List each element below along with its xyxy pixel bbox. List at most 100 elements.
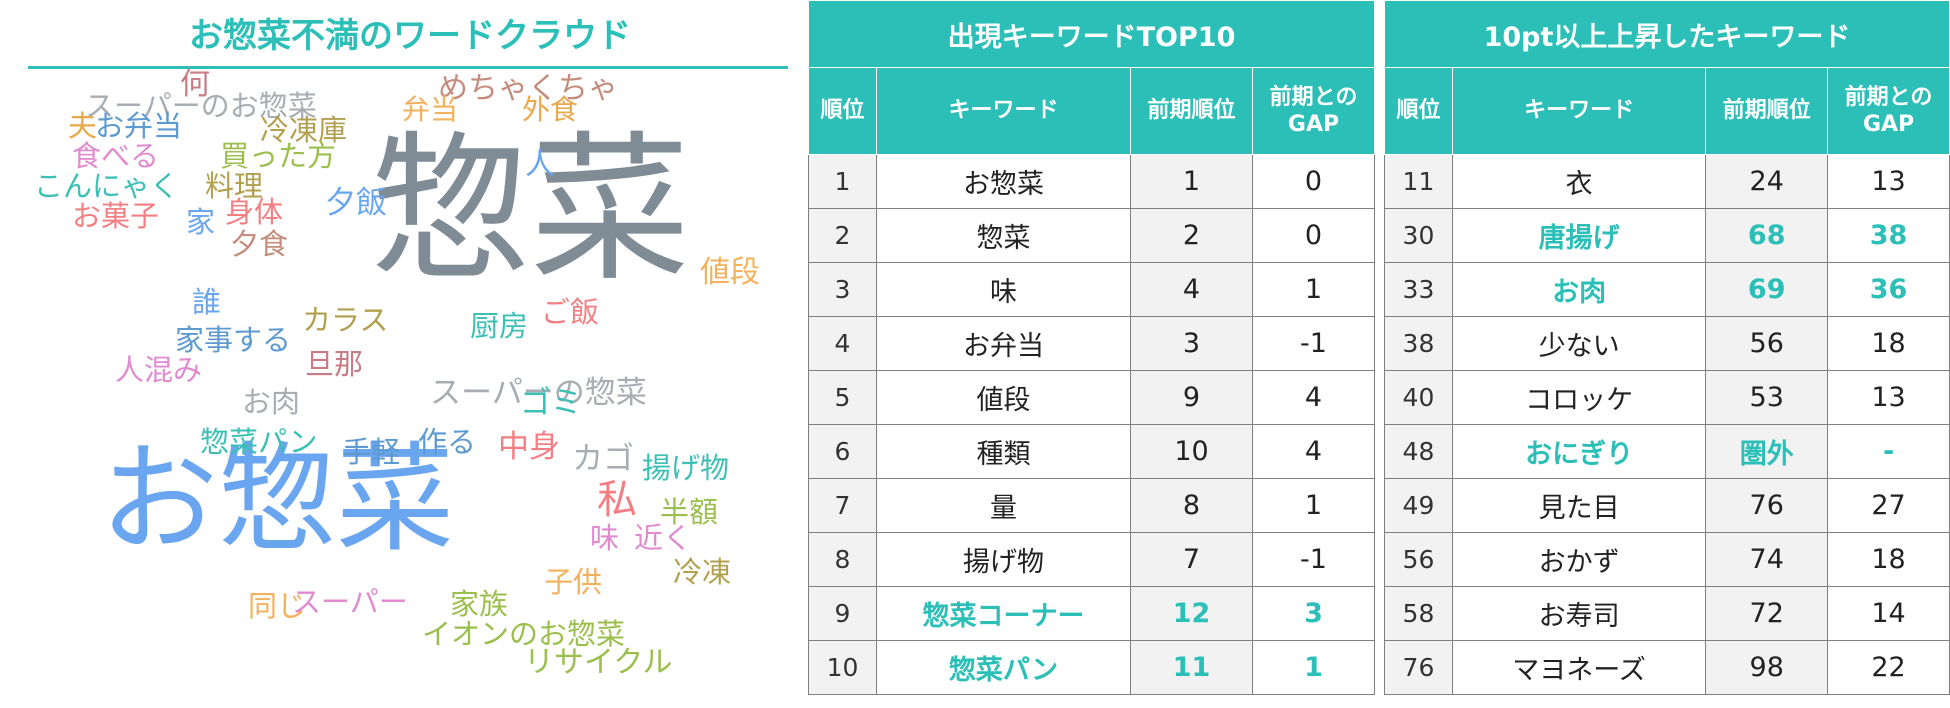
col-header-gap: 前期とのGAP [1252, 67, 1375, 155]
col-header-prev-rank: 前期順位 [1705, 67, 1829, 155]
word-cloud-panel: お惣菜不満のワードクラウド 惣菜 お惣菜 スーパーのお惣菜何 めちゃくちゃ 弁当 外食 夫お… [0, 0, 800, 708]
prev-rank-cell: 98 [1705, 640, 1829, 695]
table-row: 40 コロッケ 53 13 [1384, 370, 1950, 425]
cloud-word: こんにゃく [34, 169, 180, 203]
keyword-cell: 衣 [1451, 154, 1707, 209]
prev-rank-cell: 74 [1705, 532, 1829, 587]
cloud-word: 値段 [700, 255, 760, 290]
cloud-word: めちゃくちゃ [438, 71, 618, 106]
prev-rank-cell: 69 [1705, 262, 1829, 317]
rank-cell: 5 [808, 370, 877, 425]
prev-rank-cell: 53 [1705, 370, 1829, 425]
cloud-word: お弁当 [95, 109, 183, 143]
rank-cell: 4 [808, 316, 877, 371]
table-row: 38 少ない 56 18 [1384, 316, 1950, 371]
rank-cell: 33 [1384, 262, 1453, 317]
gap-cell: 18 [1827, 316, 1950, 371]
prev-rank-cell: 8 [1130, 478, 1253, 533]
cloud-word: 中身 [498, 429, 560, 465]
prev-rank-cell: 11 [1130, 640, 1253, 695]
rank-cell: 76 [1384, 640, 1453, 695]
table-row: 49 見た目 76 27 [1384, 478, 1950, 533]
cloud-word: 揚げ物 [642, 451, 730, 485]
gap-cell: 13 [1827, 370, 1950, 425]
rank-cell: 1 [808, 154, 877, 209]
cloud-word: 弁当 [402, 93, 459, 126]
prev-rank-cell: 2 [1130, 208, 1253, 263]
col-header-prev-rank: 前期順位 [1130, 67, 1253, 155]
cloud-word: ゴミ [520, 385, 582, 421]
rank-cell: 7 [808, 478, 877, 533]
cloud-word: 料理 [205, 169, 264, 203]
keyword-cell: おかず [1451, 532, 1707, 587]
keyword-cell: 惣菜パン [876, 640, 1131, 695]
gap-cell: 13 [1827, 154, 1950, 209]
cloud-word: カラス [302, 303, 389, 337]
keyword-cell: 値段 [876, 370, 1131, 425]
gap-cell: 0 [1252, 154, 1375, 209]
table-row: 48 おにぎり 圏外 - [1384, 424, 1950, 479]
prev-rank-cell: 12 [1130, 586, 1253, 641]
rise-table: 10pt以上上昇したキーワード 順位 キーワード 前期順位 前期とのGAP 11… [1384, 0, 1950, 695]
rank-cell: 40 [1384, 370, 1453, 425]
gap-cell: -1 [1252, 316, 1375, 371]
top10-table-panel: 出現キーワードTOP10 順位 キーワード 前期順位 前期とのGAP 1 お惣菜 1… [808, 0, 1375, 695]
rank-cell: 2 [808, 208, 877, 263]
rise-table-panel: 10pt以上上昇したキーワード 順位 キーワード 前期順位 前期とのGAP 11… [1384, 0, 1950, 695]
prev-rank-cell: 10 [1130, 424, 1253, 479]
rank-cell: 11 [1384, 154, 1453, 209]
gap-cell: 0 [1252, 208, 1375, 263]
table-row: 9 惣菜コーナー 12 3 [808, 586, 1375, 641]
table-row: 10 惣菜パン 11 1 [808, 640, 1375, 695]
rank-cell: 56 [1384, 532, 1453, 587]
cloud-word: イオンのお惣菜 [422, 617, 626, 651]
top10-table-title: 出現キーワードTOP10 [808, 0, 1375, 68]
prev-rank-cell: 4 [1130, 262, 1253, 317]
cloud-word: 家族 [450, 587, 509, 621]
table-row: 1 お惣菜 1 0 [808, 154, 1375, 209]
keyword-cell: 味 [876, 262, 1131, 317]
top10-table-body: 1 お惣菜 1 0 2 惣菜 2 0 3 味 4 1 4 お弁当 3 -1 5 値段 9 4 6 種類 10 4 7 量 8 1 8 揚げ… [808, 154, 1375, 695]
cloud-word: 半額 [660, 495, 719, 529]
col-header-keyword: キーワード [876, 67, 1131, 155]
cloud-word: 買った方 [220, 139, 337, 173]
prev-rank-cell: 72 [1705, 586, 1829, 641]
gap-cell: 36 [1827, 262, 1950, 317]
gap-cell: 22 [1827, 640, 1950, 695]
prev-rank-cell: 9 [1130, 370, 1253, 425]
keyword-cell: 惣菜コーナー [876, 586, 1131, 641]
gap-cell: 3 [1252, 586, 1375, 641]
prev-rank-cell: 圏外 [1705, 424, 1829, 479]
keyword-cell: 唐揚げ [1451, 208, 1707, 263]
cloud-word: カゴ [572, 441, 634, 477]
word-cloud: 惣菜 お惣菜 スーパーのお惣菜何 めちゃくちゃ 弁当 外食 夫お弁当 冷凍庫 食べる 買った方 人こ… [0, 70, 800, 708]
cloud-word: 何 [180, 67, 210, 102]
cloud-word: ご飯 [541, 295, 600, 329]
gap-cell: 4 [1252, 370, 1375, 425]
keyword-cell: お惣菜 [876, 154, 1131, 209]
prev-rank-cell: 7 [1130, 532, 1253, 587]
cloud-word: 夫 [68, 109, 98, 143]
cloud-word: 私 [597, 477, 637, 523]
cloud-word: スーパーの惣菜 [430, 375, 647, 411]
cloud-word: お肉 [242, 385, 301, 419]
table-row: 5 値段 9 4 [808, 370, 1375, 425]
cloud-word: 夕飯 [325, 185, 387, 221]
keyword-cell: お寿司 [1451, 586, 1707, 641]
gap-cell: 38 [1827, 208, 1950, 263]
cloud-word: 家 [186, 205, 216, 239]
keyword-cell: 量 [876, 478, 1131, 533]
table-row: 4 お弁当 3 -1 [808, 316, 1375, 371]
cloud-word: 手軽 [342, 435, 401, 469]
cloud-word: お菓子 [72, 199, 160, 233]
table-row: 76 マヨネーズ 98 22 [1384, 640, 1950, 695]
rank-cell: 8 [808, 532, 877, 587]
rank-cell: 10 [808, 640, 877, 695]
cloud-word: リサイクル [524, 645, 673, 680]
keyword-cell: 惣菜 [876, 208, 1131, 263]
keyword-cell: 種類 [876, 424, 1131, 479]
gap-cell: 4 [1252, 424, 1375, 479]
top10-table: 出現キーワードTOP10 順位 キーワード 前期順位 前期とのGAP 1 お惣菜 1… [808, 0, 1375, 695]
cloud-word: 同じ [248, 589, 307, 623]
rank-cell: 58 [1384, 586, 1453, 641]
